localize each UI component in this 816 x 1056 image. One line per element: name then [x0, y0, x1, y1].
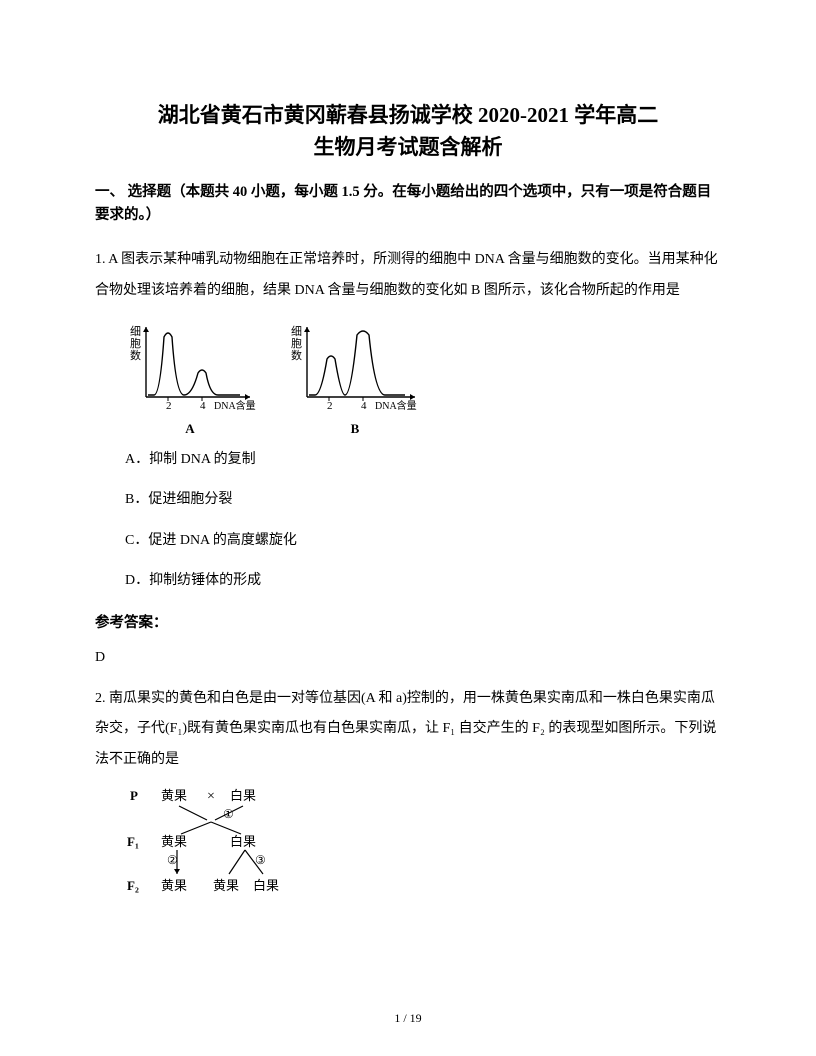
page-title: 湖北省黄石市黄冈蕲春县扬诚学校 2020-2021 学年高二 生物月考试题含解析	[95, 100, 721, 163]
p-left: 黄果	[161, 788, 187, 803]
p-line-l	[179, 806, 207, 820]
chart-a-ylabel2: 胞	[130, 337, 141, 350]
chart-a: 细 胞 数 2 4 DNA含量	[120, 317, 260, 417]
gen-f1-label: F₁	[127, 834, 139, 849]
q1-answer: D	[95, 650, 721, 666]
page-number: 1 / 19	[0, 1011, 816, 1026]
f2-b: 黄果	[213, 878, 239, 893]
f1-right: 白果	[230, 834, 256, 849]
chart-b-xarrow	[410, 394, 415, 400]
p-right: 白果	[230, 788, 256, 803]
q1-option-c: C．促进 DNA 的高度螺旋化	[125, 530, 721, 552]
cross-svg: P 黄果 × 白果 ① F₁ 黄果 白果 ② ③ F₂ 黄果 黄果 白果	[125, 786, 355, 896]
p-cross: ×	[207, 789, 215, 804]
q1-option-b: B．促进细胞分裂	[125, 489, 721, 511]
circ-1: ①	[223, 807, 234, 821]
f2-c: 白果	[253, 878, 279, 893]
f1-down-r1	[229, 850, 245, 874]
gen-p-label: P	[130, 788, 138, 803]
q1-option-d: D．抑制纺锤体的形成	[125, 570, 721, 592]
chart-b-xlabel: DNA含量	[375, 399, 417, 412]
chart-a-tick-2: 2	[166, 400, 172, 412]
chart-a-yarrow	[143, 327, 149, 332]
q2-diagram: P 黄果 × 白果 ① F₁ 黄果 白果 ② ③ F₂ 黄果 黄果 白果	[125, 786, 721, 901]
chart-b-yarrow	[304, 327, 310, 332]
p-down-l	[181, 822, 211, 834]
chart-a-ylabel: 细	[130, 325, 141, 338]
chart-a-tick-4: 4	[200, 400, 206, 412]
q1-charts: 细 胞 数 2 4 DNA含量 A 细 胞 数	[120, 317, 721, 437]
f1-arrow-l	[174, 869, 180, 874]
chart-b-ylabel: 细	[291, 325, 302, 338]
chart-a-ylabel3: 数	[130, 349, 141, 362]
chart-b-label: B	[351, 421, 360, 437]
q1-stem: 1. A 图表示某种哺乳动物细胞在正常培养时，所测得的细胞中 DNA 含量与细胞…	[95, 245, 721, 307]
f2-a: 黄果	[161, 878, 187, 893]
chart-b: 细 胞 数 2 4 DNA含量	[285, 317, 425, 417]
gen-f2-label: F₂	[127, 878, 139, 893]
chart-b-ylabel3: 数	[291, 349, 302, 362]
chart-b-ylabel2: 胞	[291, 337, 302, 350]
title-line-2: 生物月考试题含解析	[95, 132, 721, 164]
p-down-r	[211, 822, 241, 834]
q1-answer-label: 参考答案：	[95, 611, 721, 632]
chart-b-tick-4: 4	[361, 400, 367, 412]
chart-b-tick-2: 2	[327, 400, 333, 412]
title-line-1: 湖北省黄石市黄冈蕲春县扬诚学校 2020-2021 学年高二	[95, 100, 721, 132]
chart-a-xarrow	[245, 394, 250, 400]
q1-option-a: A．抑制 DNA 的复制	[125, 449, 721, 471]
circ-2: ②	[167, 853, 178, 867]
section-header: 一、 选择题（本题共 40 小题，每小题 1.5 分。在每小题给出的四个选项中，…	[95, 181, 721, 227]
chart-a-block: 细 胞 数 2 4 DNA含量 A	[120, 317, 260, 437]
f1-left: 黄果	[161, 834, 187, 849]
q1-options: A．抑制 DNA 的复制 B．促进细胞分裂 C．促进 DNA 的高度螺旋化 D．…	[125, 449, 721, 593]
chart-b-curve	[309, 331, 405, 395]
chart-a-label: A	[185, 421, 194, 437]
chart-b-block: 细 胞 数 2 4 DNA含量 B	[285, 317, 425, 437]
chart-a-xlabel: DNA含量	[214, 399, 256, 412]
q2-stem: 2. 南瓜果实的黄色和白色是由一对等位基因(A 和 a)控制的，用一株黄色果实南…	[95, 684, 721, 776]
chart-a-curve	[148, 333, 240, 395]
